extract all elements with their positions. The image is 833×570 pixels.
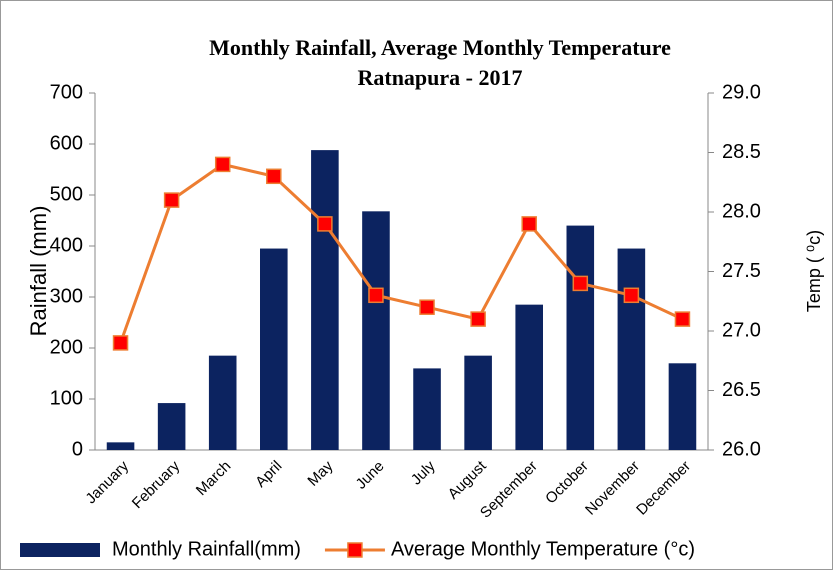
bar bbox=[362, 211, 390, 450]
y-tick-label: 100 bbox=[50, 387, 83, 409]
bar bbox=[208, 355, 237, 450]
marker bbox=[521, 216, 537, 232]
y-tick-label: 500 bbox=[50, 183, 83, 205]
y-tick-label: 400 bbox=[50, 234, 83, 256]
marker bbox=[266, 168, 282, 185]
legend-swatch bbox=[20, 543, 100, 557]
bar bbox=[515, 304, 544, 450]
marker bbox=[623, 287, 640, 304]
marker bbox=[368, 287, 384, 304]
y2-axis-label: Temp ( ⁰c) bbox=[804, 230, 824, 312]
marker bbox=[419, 299, 435, 315]
bar bbox=[566, 225, 595, 450]
marker bbox=[163, 192, 180, 208]
marker bbox=[572, 275, 589, 292]
y-tick-label: 0 bbox=[72, 438, 83, 460]
y2-tick-label: 28.0 bbox=[722, 200, 761, 222]
marker bbox=[470, 311, 486, 327]
marker bbox=[674, 311, 691, 327]
marker bbox=[317, 216, 333, 232]
y-tick-label: 700 bbox=[50, 81, 83, 103]
legend-label: Monthly Rainfall(mm) bbox=[112, 538, 301, 560]
chart-subtitle: Ratnapura - 2017 bbox=[357, 65, 522, 90]
y-tick-label: 600 bbox=[50, 132, 83, 154]
bar bbox=[668, 363, 697, 450]
y2-tick-label: 28.5 bbox=[722, 141, 761, 163]
bar bbox=[464, 355, 492, 450]
marker bbox=[112, 335, 129, 351]
y-axis-label: Rainfall (mm) bbox=[26, 206, 51, 337]
legend-swatch bbox=[347, 542, 363, 558]
bar bbox=[413, 368, 441, 450]
bar bbox=[259, 248, 288, 450]
bar bbox=[617, 248, 646, 450]
chart-title: Monthly Rainfall, Average Monthly Temper… bbox=[209, 35, 671, 60]
bar bbox=[157, 403, 186, 450]
line bbox=[119, 162, 684, 344]
y2-tick-label: 29.0 bbox=[722, 81, 761, 103]
y2-tick-label: 26.0 bbox=[722, 438, 761, 460]
bar bbox=[311, 150, 339, 450]
y-tick-label: 200 bbox=[50, 336, 83, 358]
y2-tick-label: 27.5 bbox=[722, 260, 761, 282]
legend-label: Average Monthly Temperature (°c) bbox=[391, 538, 695, 560]
y2-tick-label: 26.5 bbox=[722, 379, 761, 401]
y-tick-label: 300 bbox=[50, 285, 83, 307]
marker bbox=[214, 156, 231, 173]
bar bbox=[106, 442, 135, 450]
y2-tick-label: 27.0 bbox=[722, 319, 761, 341]
